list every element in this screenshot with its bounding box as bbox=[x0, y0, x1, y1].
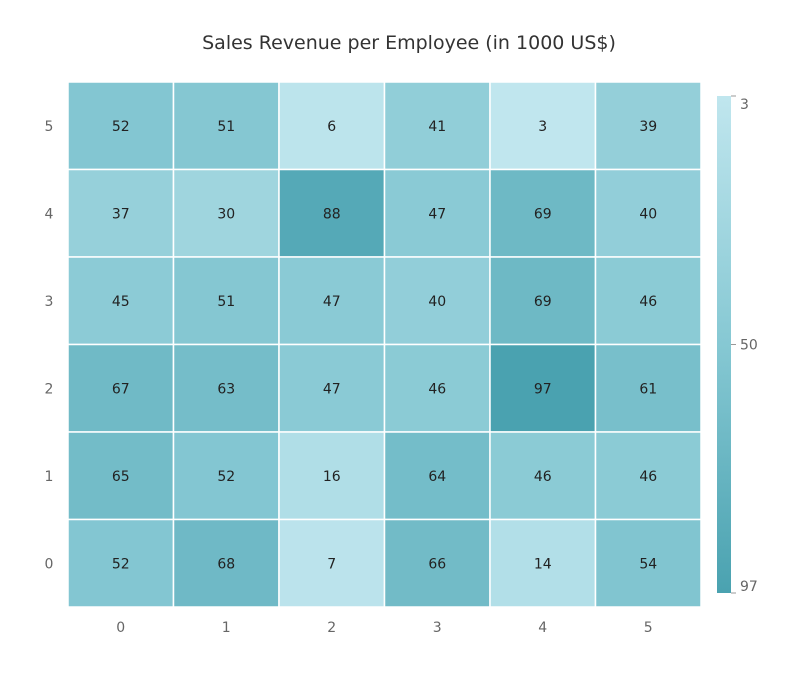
cell-value-label: 40 bbox=[428, 294, 446, 310]
heatmap-cell bbox=[278, 168, 386, 258]
cell-value-label: 47 bbox=[323, 381, 341, 397]
y-axis: 5 4 3 2 1 0 bbox=[45, 119, 54, 573]
heatmap-cell bbox=[67, 431, 175, 521]
cell-value-label: 41 bbox=[428, 119, 446, 135]
heatmap-cell bbox=[594, 81, 702, 171]
y-tick-label: 4 bbox=[45, 206, 54, 222]
chart-title: Sales Revenue per Employee (in 1000 US$) bbox=[202, 32, 616, 54]
cell-value-label: 7 bbox=[327, 556, 336, 572]
cell-value-label: 64 bbox=[428, 469, 446, 485]
heatmap-cells: 52 51 6 41 3 39 37 30 88 47 69 40 45 51 47 40 69 46 67 63 47… bbox=[67, 81, 702, 608]
heatmap-cell bbox=[489, 518, 597, 608]
cell-value-label: 16 bbox=[323, 469, 341, 485]
heatmap-cell bbox=[278, 256, 386, 346]
x-tick-label: 3 bbox=[433, 620, 442, 636]
cell-value-label: 46 bbox=[639, 469, 657, 485]
x-tick-label: 5 bbox=[644, 620, 653, 636]
heatmap-cell bbox=[172, 518, 280, 608]
heatmap-cell bbox=[489, 168, 597, 258]
cell-value-label: 37 bbox=[112, 206, 130, 222]
cell-value-label: 97 bbox=[534, 381, 552, 397]
heatmap-cell bbox=[172, 168, 280, 258]
cell-value-label: 69 bbox=[534, 206, 552, 222]
cell-value-label: 40 bbox=[639, 206, 657, 222]
heatmap-cell bbox=[489, 431, 597, 521]
cell-value-label: 3 bbox=[538, 119, 547, 135]
y-tick-label: 1 bbox=[45, 469, 54, 485]
cell-value-label: 51 bbox=[217, 294, 235, 310]
heatmap-cell bbox=[67, 168, 175, 258]
heatmap-cell bbox=[594, 256, 702, 346]
cell-value-label: 14 bbox=[534, 556, 552, 572]
heatmap-cell bbox=[489, 81, 597, 171]
heatmap-cell bbox=[278, 518, 386, 608]
heatmap-cell bbox=[383, 518, 491, 608]
cell-value-label: 54 bbox=[639, 556, 657, 572]
legend-tick-label: 97 bbox=[740, 579, 758, 595]
cell-value-label: 46 bbox=[428, 381, 446, 397]
y-tick-label: 5 bbox=[45, 119, 54, 135]
x-tick-label: 0 bbox=[116, 620, 125, 636]
cell-value-label: 69 bbox=[534, 294, 552, 310]
cell-value-label: 88 bbox=[323, 206, 341, 222]
cell-value-label: 46 bbox=[534, 469, 552, 485]
cell-value-label: 45 bbox=[112, 294, 130, 310]
heatmap-cell bbox=[67, 256, 175, 346]
x-tick-label: 2 bbox=[327, 620, 336, 636]
heatmap-cell bbox=[172, 256, 280, 346]
legend-tick-label: 3 bbox=[740, 97, 749, 113]
heatmap-cell bbox=[383, 343, 491, 433]
heatmap-cell bbox=[594, 343, 702, 433]
color-legend-bar bbox=[717, 96, 731, 593]
y-tick-label: 3 bbox=[45, 294, 54, 310]
heatmap-cell bbox=[278, 431, 386, 521]
cell-value-label: 66 bbox=[428, 556, 446, 572]
heatmap-cell bbox=[67, 343, 175, 433]
heatmap-cell bbox=[594, 168, 702, 258]
y-tick-label: 0 bbox=[45, 556, 54, 572]
cell-value-label: 65 bbox=[112, 469, 130, 485]
y-tick-label: 2 bbox=[45, 381, 54, 397]
cell-value-label: 52 bbox=[217, 469, 235, 485]
cell-value-label: 47 bbox=[323, 294, 341, 310]
heatmap-cell bbox=[67, 518, 175, 608]
cell-value-label: 39 bbox=[639, 119, 657, 135]
cell-value-label: 30 bbox=[217, 206, 235, 222]
cell-value-label: 52 bbox=[112, 556, 130, 572]
cell-value-label: 6 bbox=[327, 119, 336, 135]
cell-value-label: 46 bbox=[639, 294, 657, 310]
x-axis: 0 1 2 3 4 5 bbox=[116, 620, 652, 636]
cell-value-label: 47 bbox=[428, 206, 446, 222]
cell-value-label: 63 bbox=[217, 381, 235, 397]
x-tick-label: 4 bbox=[538, 620, 547, 636]
heatmap-cell bbox=[383, 431, 491, 521]
cell-value-label: 52 bbox=[112, 119, 130, 135]
color-legend: 3 50 97 bbox=[717, 95, 758, 595]
legend-tick-label: 50 bbox=[740, 338, 758, 354]
x-tick-label: 1 bbox=[222, 620, 231, 636]
cell-value-label: 67 bbox=[112, 381, 130, 397]
heatmap-cell bbox=[594, 518, 702, 608]
cell-value-label: 51 bbox=[217, 119, 235, 135]
cell-value-label: 61 bbox=[639, 381, 657, 397]
cell-value-label: 68 bbox=[217, 556, 235, 572]
